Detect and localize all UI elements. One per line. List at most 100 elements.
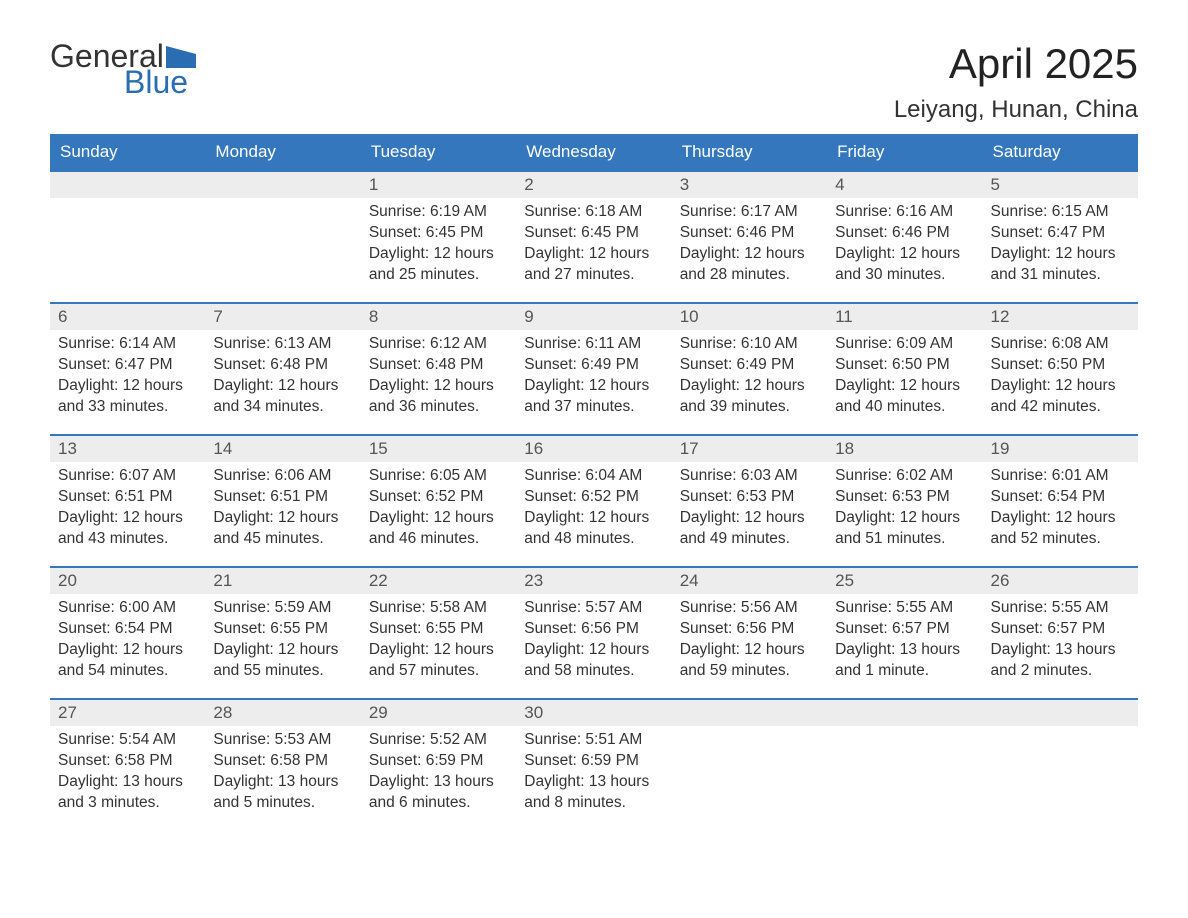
day-body: Sunrise: 5:55 AMSunset: 6:57 PMDaylight:…: [827, 594, 982, 682]
day-cell: 17Sunrise: 6:03 AMSunset: 6:53 PMDayligh…: [672, 436, 827, 566]
day-number: [827, 700, 982, 726]
day-cell: 7Sunrise: 6:13 AMSunset: 6:48 PMDaylight…: [205, 304, 360, 434]
day-number: 30: [516, 700, 671, 726]
daylight-text: Daylight: 12 hours and 55 minutes.: [213, 640, 352, 682]
day-body: Sunrise: 5:51 AMSunset: 6:59 PMDaylight:…: [516, 726, 671, 814]
day-cell: 20Sunrise: 6:00 AMSunset: 6:54 PMDayligh…: [50, 568, 205, 698]
day-number: 22: [361, 568, 516, 594]
day-body: Sunrise: 5:56 AMSunset: 6:56 PMDaylight:…: [672, 594, 827, 682]
sunrise-text: Sunrise: 6:07 AM: [58, 466, 197, 487]
day-cell: 11Sunrise: 6:09 AMSunset: 6:50 PMDayligh…: [827, 304, 982, 434]
day-number: 16: [516, 436, 671, 462]
day-cell: [983, 700, 1138, 830]
day-body: Sunrise: 5:58 AMSunset: 6:55 PMDaylight:…: [361, 594, 516, 682]
day-body: Sunrise: 6:10 AMSunset: 6:49 PMDaylight:…: [672, 330, 827, 418]
day-number: 3: [672, 172, 827, 198]
day-body: Sunrise: 6:16 AMSunset: 6:46 PMDaylight:…: [827, 198, 982, 286]
daylight-text: Daylight: 12 hours and 58 minutes.: [524, 640, 663, 682]
calendar: SundayMondayTuesdayWednesdayThursdayFrid…: [50, 134, 1138, 830]
day-cell: 15Sunrise: 6:05 AMSunset: 6:52 PMDayligh…: [361, 436, 516, 566]
sunrise-text: Sunrise: 5:54 AM: [58, 730, 197, 751]
day-cell: 23Sunrise: 5:57 AMSunset: 6:56 PMDayligh…: [516, 568, 671, 698]
day-number: 29: [361, 700, 516, 726]
sunrise-text: Sunrise: 5:56 AM: [680, 598, 819, 619]
daylight-text: Daylight: 13 hours and 6 minutes.: [369, 772, 508, 814]
sunset-text: Sunset: 6:57 PM: [991, 619, 1130, 640]
sunset-text: Sunset: 6:58 PM: [58, 751, 197, 772]
day-cell: 5Sunrise: 6:15 AMSunset: 6:47 PMDaylight…: [983, 172, 1138, 302]
day-number: 14: [205, 436, 360, 462]
daylight-text: Daylight: 12 hours and 34 minutes.: [213, 376, 352, 418]
day-body: Sunrise: 6:01 AMSunset: 6:54 PMDaylight:…: [983, 462, 1138, 550]
day-body: Sunrise: 6:00 AMSunset: 6:54 PMDaylight:…: [50, 594, 205, 682]
month-title: April 2025: [894, 40, 1138, 88]
daylight-text: Daylight: 12 hours and 48 minutes.: [524, 508, 663, 550]
day-body: Sunrise: 5:54 AMSunset: 6:58 PMDaylight:…: [50, 726, 205, 814]
sunset-text: Sunset: 6:55 PM: [369, 619, 508, 640]
sunrise-text: Sunrise: 6:00 AM: [58, 598, 197, 619]
day-number: 1: [361, 172, 516, 198]
sunset-text: Sunset: 6:59 PM: [524, 751, 663, 772]
sunset-text: Sunset: 6:49 PM: [680, 355, 819, 376]
sunrise-text: Sunrise: 6:18 AM: [524, 202, 663, 223]
sunrise-text: Sunrise: 5:55 AM: [991, 598, 1130, 619]
day-cell: 8Sunrise: 6:12 AMSunset: 6:48 PMDaylight…: [361, 304, 516, 434]
day-cell: 25Sunrise: 5:55 AMSunset: 6:57 PMDayligh…: [827, 568, 982, 698]
logo: General Blue: [50, 40, 196, 98]
sunset-text: Sunset: 6:50 PM: [835, 355, 974, 376]
sunset-text: Sunset: 6:46 PM: [680, 223, 819, 244]
day-number: 2: [516, 172, 671, 198]
day-body: Sunrise: 6:08 AMSunset: 6:50 PMDaylight:…: [983, 330, 1138, 418]
day-header-saturday: Saturday: [983, 134, 1138, 170]
day-body: Sunrise: 6:04 AMSunset: 6:52 PMDaylight:…: [516, 462, 671, 550]
day-header-friday: Friday: [827, 134, 982, 170]
day-cell: 10Sunrise: 6:10 AMSunset: 6:49 PMDayligh…: [672, 304, 827, 434]
day-headers-row: SundayMondayTuesdayWednesdayThursdayFrid…: [50, 134, 1138, 170]
sunset-text: Sunset: 6:54 PM: [58, 619, 197, 640]
day-body: Sunrise: 6:14 AMSunset: 6:47 PMDaylight:…: [50, 330, 205, 418]
day-cell: 2Sunrise: 6:18 AMSunset: 6:45 PMDaylight…: [516, 172, 671, 302]
day-header-sunday: Sunday: [50, 134, 205, 170]
sunset-text: Sunset: 6:53 PM: [680, 487, 819, 508]
sunrise-text: Sunrise: 6:02 AM: [835, 466, 974, 487]
day-body: Sunrise: 5:55 AMSunset: 6:57 PMDaylight:…: [983, 594, 1138, 682]
daylight-text: Daylight: 12 hours and 57 minutes.: [369, 640, 508, 682]
day-cell: 29Sunrise: 5:52 AMSunset: 6:59 PMDayligh…: [361, 700, 516, 830]
sunrise-text: Sunrise: 6:14 AM: [58, 334, 197, 355]
daylight-text: Daylight: 12 hours and 49 minutes.: [680, 508, 819, 550]
day-number: 24: [672, 568, 827, 594]
day-number: 11: [827, 304, 982, 330]
sunrise-text: Sunrise: 6:15 AM: [991, 202, 1130, 223]
sunrise-text: Sunrise: 6:13 AM: [213, 334, 352, 355]
daylight-text: Daylight: 12 hours and 46 minutes.: [369, 508, 508, 550]
day-cell: 13Sunrise: 6:07 AMSunset: 6:51 PMDayligh…: [50, 436, 205, 566]
day-number: 4: [827, 172, 982, 198]
day-cell: 6Sunrise: 6:14 AMSunset: 6:47 PMDaylight…: [50, 304, 205, 434]
day-number: 21: [205, 568, 360, 594]
day-body: Sunrise: 6:12 AMSunset: 6:48 PMDaylight:…: [361, 330, 516, 418]
sunrise-text: Sunrise: 5:51 AM: [524, 730, 663, 751]
sunset-text: Sunset: 6:49 PM: [524, 355, 663, 376]
day-body: Sunrise: 6:06 AMSunset: 6:51 PMDaylight:…: [205, 462, 360, 550]
sunset-text: Sunset: 6:53 PM: [835, 487, 974, 508]
day-body: Sunrise: 6:18 AMSunset: 6:45 PMDaylight:…: [516, 198, 671, 286]
daylight-text: Daylight: 13 hours and 2 minutes.: [991, 640, 1130, 682]
daylight-text: Daylight: 12 hours and 30 minutes.: [835, 244, 974, 286]
sunset-text: Sunset: 6:55 PM: [213, 619, 352, 640]
day-body: Sunrise: 6:13 AMSunset: 6:48 PMDaylight:…: [205, 330, 360, 418]
day-number: 27: [50, 700, 205, 726]
sunrise-text: Sunrise: 6:16 AM: [835, 202, 974, 223]
sunrise-text: Sunrise: 5:57 AM: [524, 598, 663, 619]
day-body: Sunrise: 6:02 AMSunset: 6:53 PMDaylight:…: [827, 462, 982, 550]
day-cell: [205, 172, 360, 302]
sunrise-text: Sunrise: 6:12 AM: [369, 334, 508, 355]
sunset-text: Sunset: 6:45 PM: [369, 223, 508, 244]
day-cell: 30Sunrise: 5:51 AMSunset: 6:59 PMDayligh…: [516, 700, 671, 830]
day-number: 8: [361, 304, 516, 330]
day-cell: 14Sunrise: 6:06 AMSunset: 6:51 PMDayligh…: [205, 436, 360, 566]
sunset-text: Sunset: 6:52 PM: [369, 487, 508, 508]
day-body: Sunrise: 6:05 AMSunset: 6:52 PMDaylight:…: [361, 462, 516, 550]
day-header-tuesday: Tuesday: [361, 134, 516, 170]
daylight-text: Daylight: 13 hours and 3 minutes.: [58, 772, 197, 814]
sunrise-text: Sunrise: 5:55 AM: [835, 598, 974, 619]
